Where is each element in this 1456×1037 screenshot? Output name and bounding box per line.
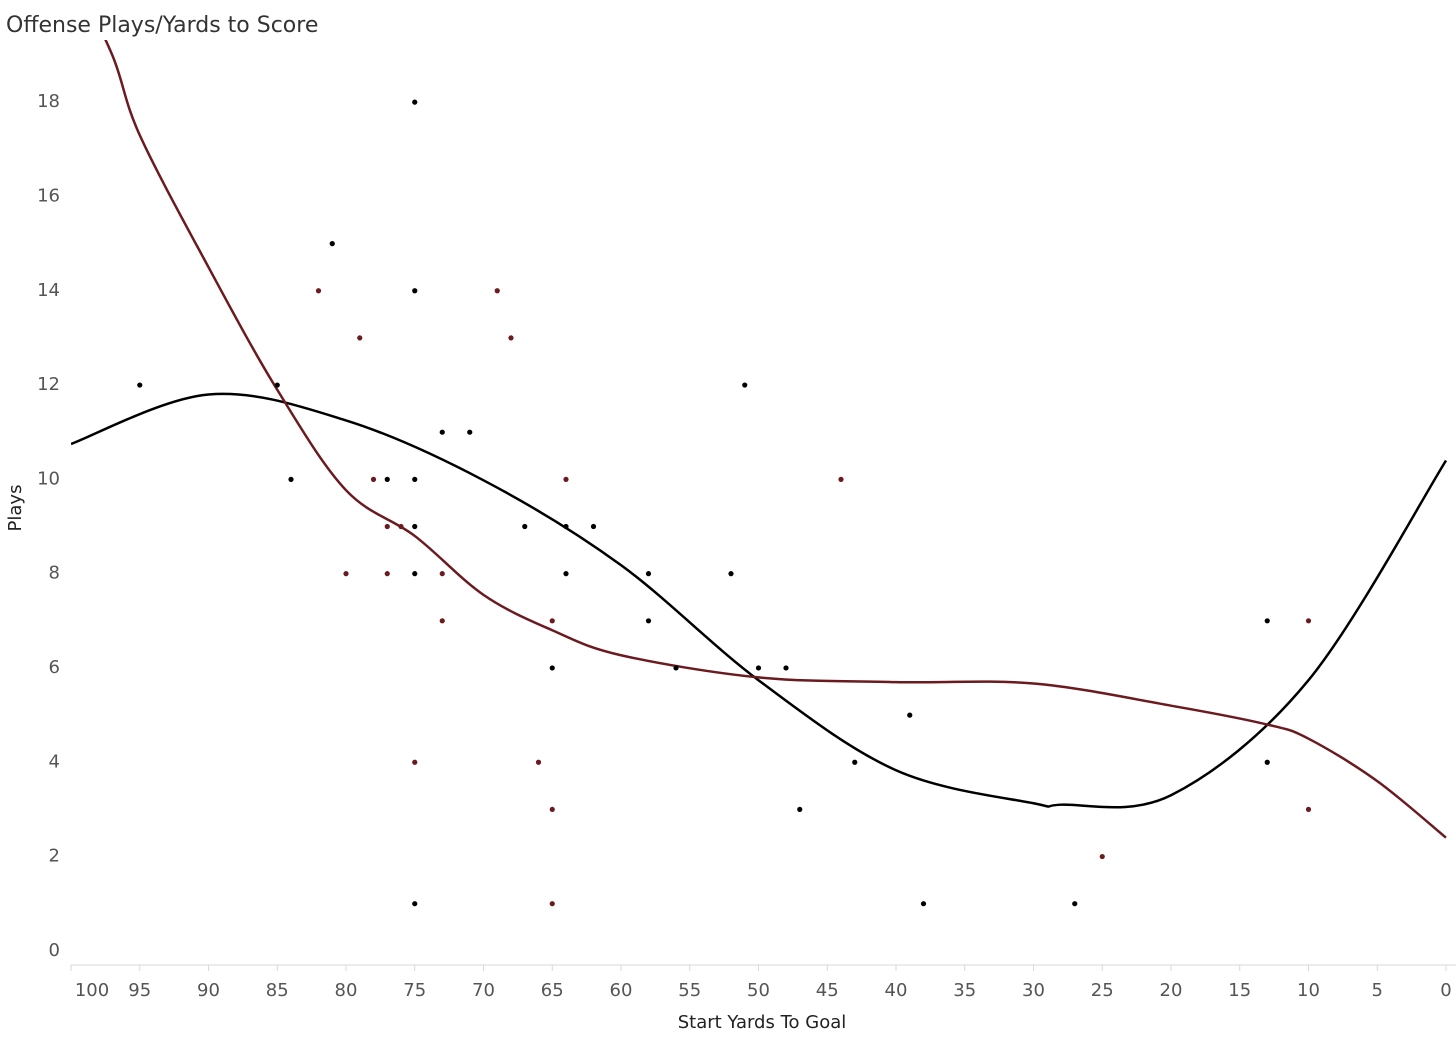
- x-tick-label: 5: [1372, 980, 1383, 1001]
- point: [1099, 853, 1105, 860]
- x-tick-label: 15: [1228, 980, 1251, 1001]
- y-tick-label: 6: [49, 657, 60, 678]
- point: [274, 382, 280, 388]
- x-tick-label: 100: [75, 980, 109, 1001]
- point: [563, 476, 569, 482]
- x-axis-title: Start Yards To Goal: [678, 1012, 847, 1033]
- x-tick-label: 65: [541, 980, 564, 1001]
- point: [439, 618, 445, 624]
- point: [357, 335, 363, 341]
- point: [343, 571, 349, 577]
- point: [783, 665, 789, 671]
- point: [549, 806, 555, 813]
- point: [412, 523, 418, 530]
- y-tick-label: 12: [37, 374, 60, 395]
- y-tick-label: 16: [37, 185, 60, 206]
- x-tick-label: 60: [610, 980, 633, 1001]
- point: [384, 571, 390, 577]
- y-tick-label: 2: [49, 846, 60, 867]
- point: [1305, 618, 1312, 624]
- point: [398, 523, 404, 530]
- x-tick-label: 0: [1440, 980, 1451, 1001]
- point: [288, 476, 294, 482]
- trend-line: [71, 392, 1448, 809]
- point: [412, 99, 418, 105]
- point: [508, 335, 514, 341]
- point: [1264, 759, 1270, 765]
- x-tick-label: 55: [678, 980, 701, 1001]
- x-tick-label: 70: [472, 980, 495, 1001]
- x-tick-label: 95: [128, 980, 151, 1001]
- point: [742, 382, 748, 388]
- point: [907, 712, 913, 718]
- point: [412, 571, 418, 577]
- chart-title: Offense Plays/Yards to Score: [6, 13, 318, 38]
- point: [467, 429, 473, 435]
- y-tick-label: 18: [37, 91, 60, 112]
- x-tick-label: 90: [197, 980, 220, 1001]
- x-tick-label: 20: [1160, 980, 1183, 1001]
- point: [590, 523, 597, 530]
- point: [329, 241, 335, 247]
- point: [549, 618, 555, 624]
- x-tick-label: 50: [747, 980, 770, 1001]
- x-tick-label: 75: [403, 980, 426, 1001]
- x-tick-label: 40: [885, 980, 908, 1001]
- x-tick-label: 85: [266, 980, 289, 1001]
- point: [1305, 806, 1312, 813]
- y-tick-label: 8: [49, 563, 60, 584]
- x-tick-label: 80: [335, 980, 358, 1001]
- y-tick-label: 10: [37, 468, 60, 489]
- x-tick-label: 25: [1091, 980, 1114, 1001]
- point: [563, 571, 569, 577]
- plot-area: [71, 40, 1448, 907]
- point: [439, 571, 445, 577]
- point: [852, 759, 858, 765]
- point: [412, 288, 418, 294]
- point: [137, 382, 143, 388]
- y-tick-label: 0: [49, 940, 60, 961]
- point: [535, 759, 542, 765]
- point: [563, 523, 569, 530]
- y-axis-title: Plays: [5, 485, 26, 532]
- x-tick-label: 30: [1022, 980, 1045, 1001]
- point: [673, 665, 679, 671]
- point: [384, 523, 390, 530]
- point: [494, 288, 500, 294]
- point: [412, 476, 418, 482]
- point: [755, 665, 762, 671]
- point: [315, 288, 322, 294]
- point: [549, 665, 555, 671]
- point: [522, 523, 528, 530]
- point: [645, 618, 652, 624]
- point: [1072, 901, 1078, 907]
- trend-line: [104, 40, 1447, 839]
- point: [412, 901, 418, 907]
- point: [384, 476, 390, 482]
- x-tick-label: 10: [1297, 980, 1320, 1001]
- point: [1264, 618, 1270, 624]
- x-tick-label: 45: [816, 980, 839, 1001]
- point: [412, 759, 418, 765]
- point: [797, 806, 803, 813]
- y-tick-label: 4: [49, 751, 60, 772]
- point: [728, 571, 734, 577]
- point: [370, 476, 377, 482]
- x-tick-label: 35: [953, 980, 976, 1001]
- y-tick-label: 14: [37, 280, 60, 301]
- point: [838, 476, 844, 482]
- point: [645, 571, 652, 577]
- point: [439, 429, 445, 435]
- point: [549, 901, 555, 907]
- point: [920, 901, 927, 907]
